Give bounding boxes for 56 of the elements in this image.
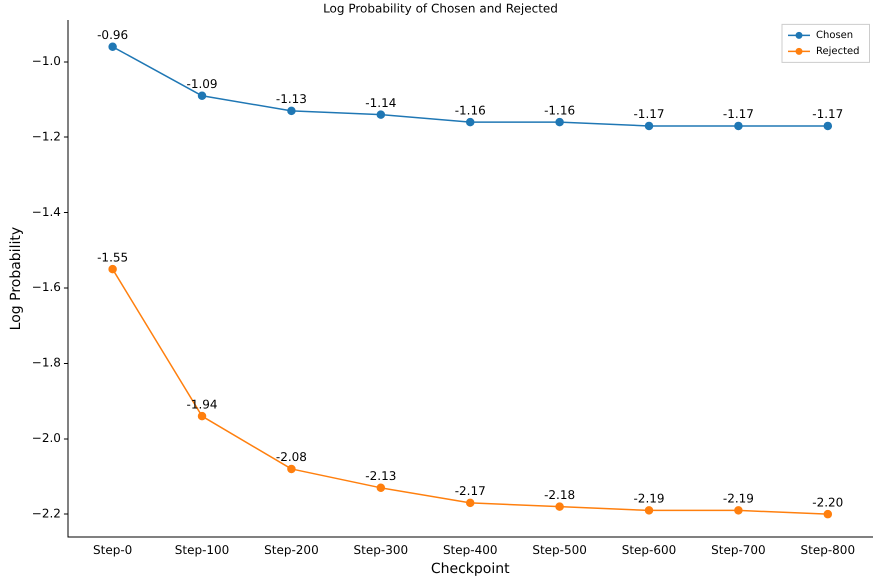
- data-label: -0.96: [97, 28, 128, 42]
- chart-title: Log Probability of Chosen and Rejected: [323, 1, 558, 16]
- data-label: -1.16: [454, 103, 486, 118]
- x-axis-title: Checkpoint: [430, 561, 510, 578]
- legend-label: Chosen: [816, 30, 854, 41]
- x-tick-label: Step-400: [442, 543, 498, 558]
- point: [555, 118, 564, 126]
- data-label: -2.08: [276, 450, 307, 464]
- x-tick-label: Step-100: [174, 543, 230, 558]
- data-label: -1.55: [97, 250, 128, 264]
- point: [644, 122, 654, 130]
- point: [198, 412, 206, 420]
- y-tick-label: −1.6: [32, 280, 61, 294]
- point: [198, 92, 206, 100]
- data-label: -1.17: [722, 107, 754, 122]
- point: [824, 122, 832, 130]
- y-tick-label: −1.0: [32, 54, 61, 68]
- y-tick-label: −2.2: [32, 506, 61, 520]
- point: [108, 264, 117, 274]
- point: [644, 506, 654, 515]
- data-label: -1.13: [276, 92, 307, 106]
- data-label: -1.14: [365, 96, 396, 110]
- point: [466, 118, 474, 126]
- data-label: -1.17: [812, 107, 844, 122]
- point: [376, 110, 386, 119]
- x-tick-label: Step-300: [354, 543, 408, 558]
- x-tick-label: Step-500: [532, 543, 587, 558]
- point: [466, 498, 474, 508]
- point: [376, 484, 386, 492]
- x-tick-label: Step-700: [711, 543, 766, 558]
- point: [287, 464, 296, 474]
- y-tick-label: −1.8: [32, 356, 61, 370]
- legend-label: Rejected: [816, 46, 860, 57]
- point: [555, 502, 564, 511]
- point: [734, 506, 743, 515]
- x-tick-label: Step-600: [622, 543, 676, 558]
- x-tick-label: Step-0: [92, 543, 132, 558]
- data-label: -1.17: [633, 107, 665, 122]
- data-label: -2.17: [454, 484, 486, 498]
- point: [734, 122, 743, 130]
- data-label: -2.13: [365, 468, 396, 483]
- y-axis-title: Log Probability: [8, 226, 24, 330]
- point: [824, 510, 832, 518]
- data-label: -1.16: [544, 103, 576, 118]
- data-label: -2.19: [633, 492, 665, 506]
- data-label: -1.09: [186, 76, 218, 91]
- data-label: -2.20: [812, 495, 844, 510]
- y-tick-label: −1.2: [32, 129, 61, 144]
- data-label: -2.18: [544, 488, 576, 502]
- x-tick-label: Step-800: [800, 543, 856, 558]
- x-tick-label: Step-200: [264, 543, 319, 558]
- y-tick-label: −2.0: [32, 430, 61, 445]
- point: [108, 42, 117, 52]
- point: [287, 106, 296, 116]
- y-tick-label: −1.4: [32, 204, 61, 219]
- data-label: -2.19: [722, 492, 754, 506]
